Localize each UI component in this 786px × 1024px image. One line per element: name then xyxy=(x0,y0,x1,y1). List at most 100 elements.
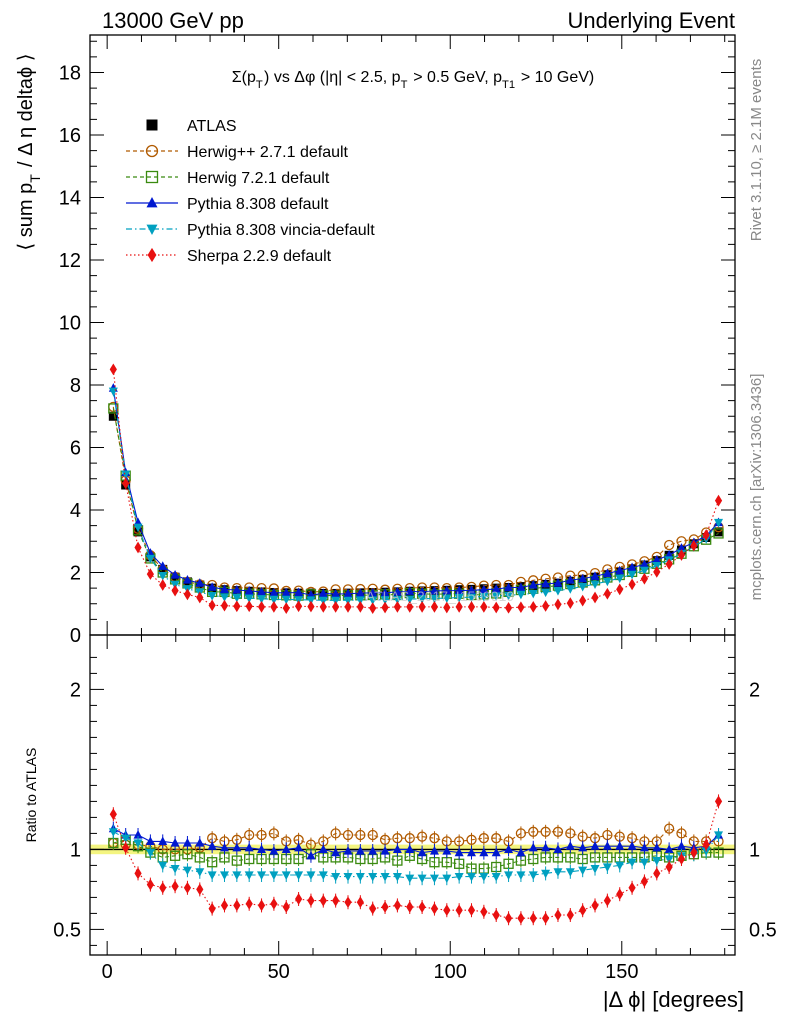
data-point xyxy=(183,588,192,601)
ratio-point xyxy=(565,828,576,839)
ratio-point xyxy=(417,847,427,857)
ratio-point xyxy=(318,844,328,853)
data-point xyxy=(591,591,599,604)
data-point xyxy=(121,470,131,480)
data-point xyxy=(590,571,600,580)
data-point xyxy=(356,601,364,613)
data-point xyxy=(294,587,304,597)
y-tick-label: 6 xyxy=(70,438,81,460)
data-point xyxy=(368,587,378,597)
y-tick-label: 16 xyxy=(59,125,81,147)
data-point xyxy=(479,584,489,594)
ratio-point xyxy=(553,868,563,877)
data-point xyxy=(331,596,341,606)
ratio-point xyxy=(232,871,242,880)
ratio-point xyxy=(579,904,587,917)
ratio-point xyxy=(664,844,674,853)
data-point xyxy=(318,596,328,606)
legend-entry-pythia-8-308-default: Pythia 8.308 default xyxy=(126,196,329,213)
data-point xyxy=(615,565,625,575)
data-point xyxy=(714,494,723,507)
ratio-point xyxy=(268,828,280,839)
header-left-label: 13000 GeV pp xyxy=(102,8,244,33)
data-point xyxy=(245,600,253,613)
y-tick-label: 10 xyxy=(59,313,81,335)
ratio-point xyxy=(171,880,179,893)
ratio-point xyxy=(355,829,366,841)
ratio-point xyxy=(369,902,377,915)
main-chart-title: Σ(pT ) vs Δφ (|η| < 2.5, pT > 0.5 GeV, p… xyxy=(232,69,595,91)
ratio-point xyxy=(455,904,463,917)
data-point xyxy=(281,587,291,597)
series-sherpa-2-2-9-default xyxy=(109,363,723,614)
ratio-point xyxy=(256,829,267,841)
ratio-point xyxy=(442,846,452,855)
ratio-point xyxy=(257,844,267,853)
data-point xyxy=(109,363,117,376)
ratio-point xyxy=(182,838,192,847)
legend-label: Sherpa 2.2.9 default xyxy=(187,248,332,265)
data-point xyxy=(418,601,426,613)
legend-marker xyxy=(146,196,158,208)
data-point xyxy=(331,589,341,598)
ratio-point xyxy=(244,871,254,880)
data-point xyxy=(554,598,562,611)
ratio-point xyxy=(515,828,527,839)
ratio-point xyxy=(590,865,600,874)
ratio-point xyxy=(244,842,254,852)
data-point xyxy=(318,588,328,598)
data-point xyxy=(454,593,464,603)
data-point xyxy=(529,601,537,613)
ratio-point xyxy=(281,844,291,853)
data-point xyxy=(392,586,402,596)
ratio-point xyxy=(602,863,612,872)
ratio-point xyxy=(331,847,341,857)
ratio-point xyxy=(528,871,538,880)
ratio-point xyxy=(195,838,205,847)
data-point xyxy=(516,582,526,592)
ratio-point xyxy=(491,847,501,857)
ratio-point xyxy=(516,871,526,880)
ratio-point xyxy=(208,902,216,915)
data-point xyxy=(281,595,291,605)
series-pythia-8-308-vincia-default xyxy=(108,387,724,606)
ratio-point xyxy=(417,874,427,884)
data-point xyxy=(270,601,278,613)
data-point xyxy=(405,595,415,605)
ratio-point xyxy=(578,842,588,852)
data-point xyxy=(565,585,575,594)
ratio-point xyxy=(653,867,661,880)
data-point xyxy=(578,582,588,592)
data-point xyxy=(108,403,119,414)
data-point xyxy=(380,587,390,597)
ratio-point xyxy=(602,841,612,850)
data-point xyxy=(566,597,574,609)
ratio-point xyxy=(478,833,490,844)
data-point xyxy=(553,578,563,587)
data-point xyxy=(294,600,303,613)
data-point xyxy=(244,585,254,595)
ratio-y-axis-label: Ratio to ATLAS xyxy=(23,748,39,843)
data-point xyxy=(344,601,352,613)
ratio-y-tick-label-right: 1 xyxy=(749,839,760,861)
data-point xyxy=(639,566,649,576)
ratio-point xyxy=(196,883,204,896)
ratio-point xyxy=(170,865,180,874)
data-point xyxy=(714,518,724,528)
ratio-point xyxy=(195,868,205,877)
data-point xyxy=(528,589,538,599)
ratio-point xyxy=(480,905,488,918)
ratio-point xyxy=(504,912,513,925)
data-point xyxy=(454,585,464,595)
ratio-point xyxy=(467,847,477,857)
ratio-point xyxy=(294,893,303,905)
data-point xyxy=(343,596,353,606)
data-point xyxy=(541,588,551,598)
ratio-point xyxy=(207,871,217,880)
ratio-point xyxy=(429,846,439,855)
legend-entry-atlas: ATLAS xyxy=(146,118,237,135)
ratio-point xyxy=(257,899,266,912)
data-point xyxy=(429,594,439,604)
ratio-point xyxy=(220,899,229,912)
data-point xyxy=(578,573,588,583)
